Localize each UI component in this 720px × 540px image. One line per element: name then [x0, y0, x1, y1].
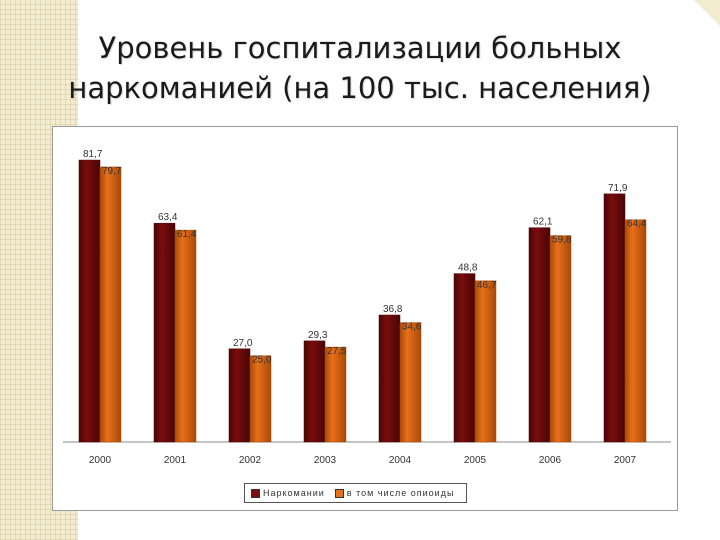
data-label-s2-2000: 79,7 [102, 166, 122, 177]
data-label-s2-2007: 64,4 [627, 219, 647, 230]
data-label-s1-2000: 81,7 [83, 149, 103, 160]
bar-s2-2007 [624, 219, 647, 443]
x-tick-label-2005: 2005 [464, 455, 487, 466]
x-tick-label-2002: 2002 [239, 455, 262, 466]
bar-s2-2003 [324, 346, 347, 443]
bar-s1-2002 [228, 348, 251, 443]
title-line-1: Уровень госпитализации больных [98, 31, 622, 65]
legend-label-1: Наркомании [263, 488, 325, 498]
bar-s2-2002 [249, 355, 272, 443]
data-label-s1-2006: 62,1 [533, 217, 553, 228]
bar-chart: 81,7 79,7 2000 63,4 61,4 2001 27,0 25,0 2002 29,3… [63, 149, 671, 466]
bar-s1-2000 [78, 159, 101, 443]
x-tick-label-2000: 2000 [89, 455, 112, 466]
bar-s1-2007 [603, 193, 626, 443]
x-tick-label-2006: 2006 [539, 455, 562, 466]
decorative-corner [694, 0, 720, 26]
data-label-s1-2007: 71,9 [608, 183, 628, 194]
data-label-s2-2001: 61,4 [177, 229, 197, 240]
legend-label-2: в том числе опиоиды [346, 488, 455, 498]
bar-s2-2001 [174, 229, 197, 443]
chart-area: 81,7 79,7 2000 63,4 61,4 2001 27,0 25,0 2002 29,3… [52, 126, 678, 511]
bar-s2-2000 [99, 166, 122, 443]
legend-swatch-1 [251, 488, 260, 498]
bar-s1-2005 [453, 273, 476, 443]
bar-s1-2006 [528, 227, 551, 443]
data-label-s1-2002: 27,0 [233, 338, 253, 349]
x-tick-label-2007: 2007 [614, 455, 637, 466]
data-label-s2-2003: 27,5 [327, 346, 347, 357]
data-label-s2-2004: 34,6 [402, 322, 422, 333]
bar-s2-2004 [399, 322, 422, 443]
chart-legend: Наркомании в том числе опиоиды [244, 483, 468, 503]
bar-s1-2001 [153, 222, 176, 443]
legend-item-2: в том числе опиоиды [334, 488, 455, 498]
data-label-s2-2006: 59,8 [552, 235, 572, 246]
bar-s1-2003 [303, 340, 326, 443]
data-label-s1-2003: 29,3 [308, 330, 328, 341]
bar-s2-2006 [549, 235, 572, 443]
legend-item-1: Наркомании [251, 488, 325, 498]
data-label-s1-2005: 48,8 [458, 263, 478, 274]
data-label-s1-2001: 63,4 [158, 212, 178, 223]
data-label-s2-2005: 46,7 [477, 280, 497, 291]
data-label-s1-2004: 36,8 [383, 304, 403, 315]
x-tick-label-2001: 2001 [164, 455, 187, 466]
x-tick-label-2003: 2003 [314, 455, 337, 466]
bar-s2-2005 [474, 280, 497, 443]
title-line-2: наркоманией (на 100 тыс. населения) [68, 71, 652, 105]
slide-title: Уровень госпитализации больных наркомани… [30, 28, 690, 108]
legend-swatch-2 [334, 488, 344, 498]
bar-s1-2004 [378, 314, 401, 443]
x-tick-label-2004: 2004 [389, 455, 412, 466]
data-label-s2-2002: 25,0 [252, 355, 272, 366]
